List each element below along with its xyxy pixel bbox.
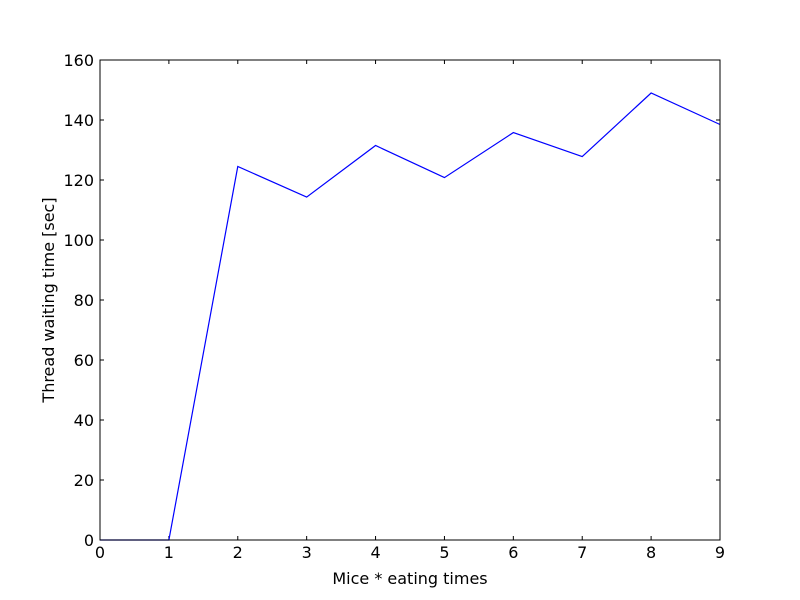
series-line	[100, 92, 721, 541]
x-tick-label: 2	[233, 543, 243, 562]
x-tick-label: 6	[508, 543, 518, 562]
y-tick-label: 100	[63, 231, 94, 250]
y-tick-label: 20	[74, 471, 94, 490]
x-tick-label: 1	[164, 543, 174, 562]
plot-frame	[99, 59, 721, 541]
plot-area	[100, 60, 720, 540]
x-tick-label: 9	[715, 543, 725, 562]
y-axis-label: Thread waiting time [sec]	[39, 197, 58, 403]
x-axis-label: Mice * eating times	[332, 569, 487, 588]
y-tick-label: 40	[74, 411, 94, 430]
y-tick-label: 60	[74, 351, 94, 370]
y-tick-label: 120	[63, 171, 94, 190]
y-tick-label: 140	[63, 111, 94, 130]
x-tick-label: 8	[646, 543, 656, 562]
x-tick-label: 7	[577, 543, 587, 562]
x-tick-label: 4	[370, 543, 380, 562]
x-tick-label: 5	[439, 543, 449, 562]
y-tick-label: 80	[74, 291, 94, 310]
x-tick-label: 3	[302, 543, 312, 562]
y-tick-label: 0	[84, 531, 94, 550]
y-tick-label: 160	[63, 51, 94, 70]
series-group	[100, 92, 721, 541]
x-tick-label: 0	[95, 543, 105, 562]
tick-labels: 0 1 2 3 4 5 6 7 8 9 0 20 40 60 80 100 120 140 160	[63, 51, 725, 562]
